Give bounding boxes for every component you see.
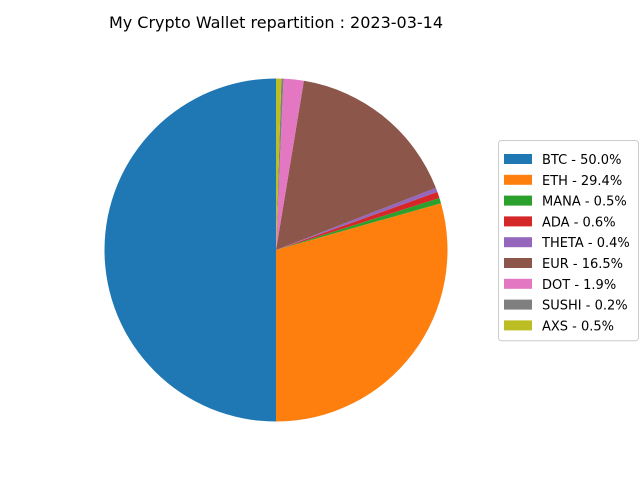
legend-label-ada: ADA - 0.6% bbox=[542, 215, 616, 230]
legend-label-sushi: SUSHI - 0.2% bbox=[542, 299, 628, 314]
legend-swatch-theta bbox=[504, 237, 532, 248]
pie-slice-eur bbox=[276, 80, 436, 251]
pie-slice-mana bbox=[276, 198, 441, 250]
legend-swatch-ada bbox=[504, 216, 532, 227]
legend-swatch-sushi bbox=[504, 299, 532, 310]
chart-title: My Crypto Wallet repartition : 2023-03-1… bbox=[109, 13, 443, 32]
pie-slice-sushi bbox=[276, 78, 284, 251]
pie-slice-eth bbox=[276, 203, 448, 422]
legend-swatch-dot bbox=[504, 278, 532, 289]
legend-label-theta: THETA - 0.4% bbox=[541, 236, 630, 251]
pie-slices bbox=[104, 78, 448, 422]
legend-label-mana: MANA - 0.5% bbox=[542, 195, 627, 210]
legend-label-eth: ETH - 29.4% bbox=[542, 174, 622, 189]
legend-label-btc: BTC - 50.0% bbox=[542, 153, 621, 168]
legend-label-eur: EUR - 16.5% bbox=[542, 257, 623, 272]
legend-frame bbox=[498, 140, 639, 342]
legend-swatch-btc bbox=[504, 154, 532, 164]
legend-label-axs: AXS - 0.5% bbox=[542, 319, 614, 334]
legend-swatch-mana bbox=[504, 195, 532, 206]
legend-label-dot: DOT - 1.9% bbox=[542, 278, 616, 293]
legend-swatch-eth bbox=[504, 174, 532, 185]
pie-slice-btc bbox=[104, 78, 276, 422]
legend: BTC - 50.0% ETH - 29.4% MANA - 0.5% ADA - 0… bbox=[498, 140, 639, 342]
pie-slice-dot bbox=[276, 78, 304, 250]
pie-slice-axs bbox=[276, 78, 282, 250]
pie-slice-ada bbox=[276, 191, 440, 250]
pie-slice-theta bbox=[276, 187, 438, 250]
legend-swatch-axs bbox=[504, 320, 532, 331]
legend-swatch-eur bbox=[504, 258, 532, 268]
